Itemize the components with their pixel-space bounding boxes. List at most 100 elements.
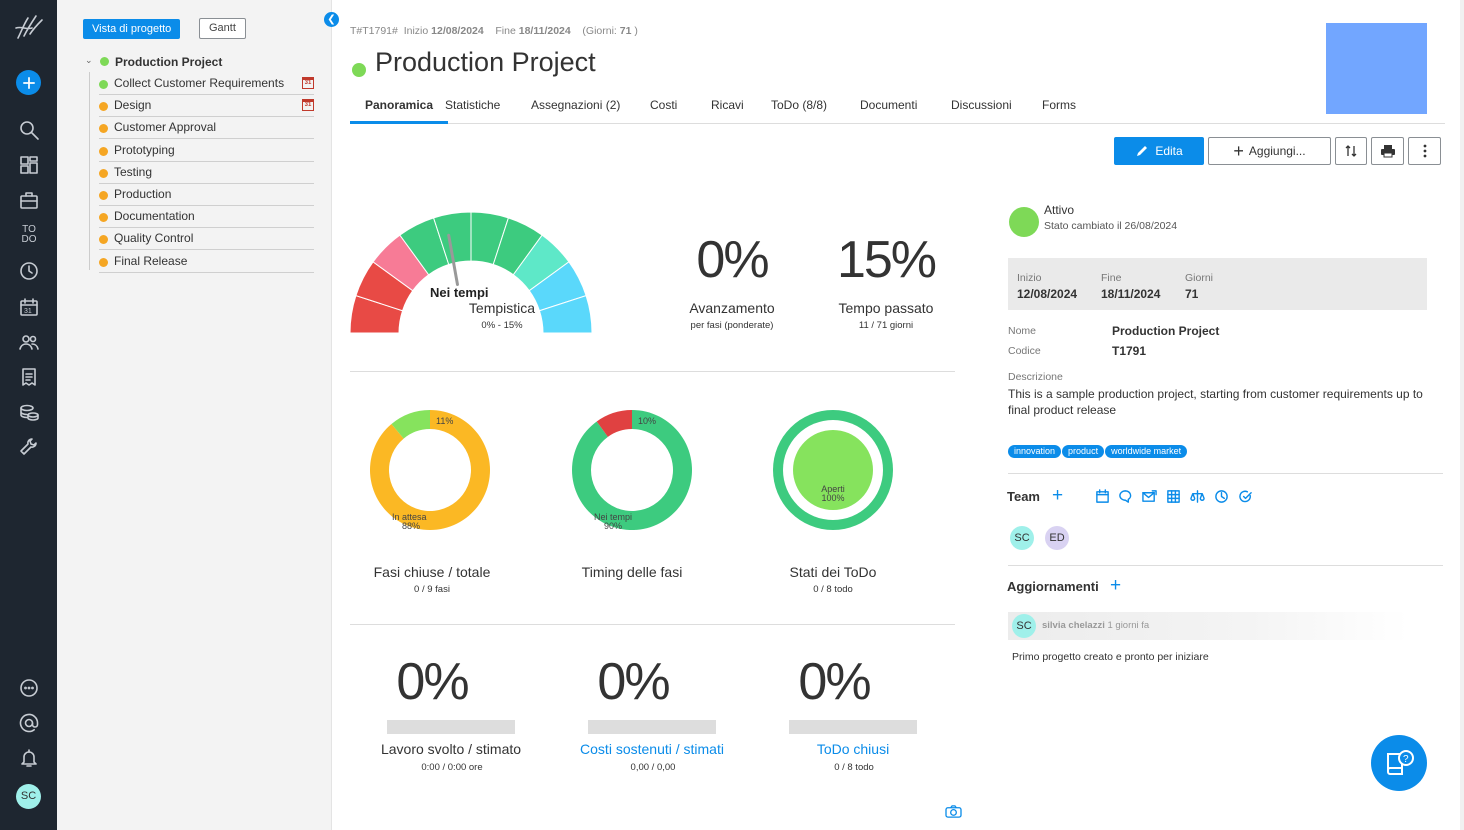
- document-icon[interactable]: [16, 364, 42, 390]
- plus-icon: +: [1233, 141, 1244, 161]
- edit-button[interactable]: Edita: [1114, 137, 1204, 165]
- svg-text:31: 31: [24, 308, 32, 315]
- tree-item[interactable]: Prototyping: [99, 140, 314, 162]
- project-tree-panel: Vista di progetto Gantt ⌄ Production Pro…: [57, 0, 332, 830]
- bell-icon[interactable]: [16, 745, 42, 771]
- team-member-avatar[interactable]: SC: [1010, 526, 1034, 550]
- gantt-button[interactable]: Gantt: [199, 18, 246, 39]
- tree-item[interactable]: Collect Customer Requirements 31: [99, 73, 314, 95]
- camera-icon[interactable]: [945, 804, 962, 824]
- tag[interactable]: worldwide market: [1105, 445, 1188, 458]
- calendar-icon[interactable]: 31: [16, 294, 42, 320]
- bottom-kpi-label[interactable]: Costi sostenuti / stimati: [580, 741, 724, 757]
- tab-costi[interactable]: Costi: [650, 98, 678, 112]
- dashboard-icon[interactable]: [16, 152, 42, 178]
- update-meta: silvia chelazzi 1 giorni fa: [1042, 620, 1149, 631]
- calendar-icon[interactable]: 31: [302, 99, 314, 112]
- tree-item[interactable]: Production: [99, 184, 314, 206]
- tab-discussioni[interactable]: Discussioni: [951, 98, 1012, 112]
- progress-label: Avanzamento: [689, 300, 775, 316]
- add-icon[interactable]: [16, 70, 41, 95]
- bottom-kpi-label: Lavoro svolto / stimato: [380, 741, 522, 757]
- add-team-icon[interactable]: +: [1052, 485, 1064, 506]
- divider: [1008, 565, 1443, 566]
- donut-slice-label: Nei tempi: [594, 512, 632, 522]
- logo-icon[interactable]: [12, 10, 46, 44]
- help-button[interactable]: ?: [1371, 735, 1427, 791]
- tree-item[interactable]: Testing: [99, 162, 314, 184]
- briefcase-icon[interactable]: [16, 187, 42, 213]
- project-image[interactable]: [1326, 23, 1427, 114]
- tab-panoramica[interactable]: Panoramica: [350, 93, 449, 124]
- tree-item-label: Quality Control: [114, 231, 194, 246]
- donut-slice-pct: 100%: [821, 493, 844, 503]
- tree-item[interactable]: Design 31: [99, 95, 314, 118]
- bottom-kpi-label[interactable]: ToDo chiusi: [816, 741, 890, 757]
- add-button[interactable]: + Aggiungi...: [1208, 137, 1331, 165]
- donut-slice: [391, 410, 430, 439]
- tree-item[interactable]: Final Release: [99, 251, 314, 273]
- chat-icon[interactable]: [16, 675, 42, 701]
- clock-icon[interactable]: [16, 258, 42, 284]
- more-button[interactable]: [1408, 137, 1441, 165]
- page-scrollbar[interactable]: [1460, 0, 1464, 830]
- donut-slice-pct: 11%: [436, 416, 453, 426]
- search-icon[interactable]: [16, 117, 42, 143]
- wrench-icon[interactable]: [16, 434, 42, 460]
- tab-todo-8-8[interactable]: ToDo (8/8): [771, 98, 828, 112]
- donut-slice: [572, 410, 692, 530]
- coins-icon[interactable]: [16, 399, 42, 425]
- todo-status-sub: 0 / 8 todo: [813, 584, 853, 595]
- donut-slice-pct: 90%: [604, 521, 622, 530]
- mail-forward-icon[interactable]: [1142, 489, 1158, 505]
- scale-icon[interactable]: [1190, 489, 1206, 505]
- tab-forms[interactable]: Forms: [1042, 98, 1076, 112]
- update-user: silvia chelazzi: [1042, 620, 1105, 631]
- pencil-icon: [1137, 146, 1148, 156]
- tree-root-label[interactable]: Production Project: [115, 55, 223, 69]
- dates-end-label: Fine: [1101, 272, 1122, 284]
- tab-documenti[interactable]: Documenti: [860, 98, 918, 112]
- user-avatar[interactable]: SC: [16, 784, 41, 809]
- sort-button[interactable]: [1335, 137, 1367, 165]
- phase-status-dot: [99, 102, 108, 112]
- tree-item[interactable]: Documentation: [99, 206, 314, 229]
- check-circle-icon[interactable]: [1238, 489, 1254, 505]
- chevron-down-icon[interactable]: ⌄: [85, 55, 93, 65]
- collapse-panel-icon[interactable]: ❮: [324, 12, 339, 27]
- todo-icon[interactable]: TO DO: [21, 224, 37, 245]
- phase-status-dot: [99, 257, 108, 267]
- description-label: Descrizione: [1008, 371, 1063, 383]
- calendar-icon[interactable]: 31: [302, 77, 314, 89]
- clock-icon[interactable]: [1214, 489, 1230, 505]
- update-text: Primo progetto creato e pronto per inizi…: [1012, 651, 1209, 663]
- tree-item[interactable]: Customer Approval: [99, 117, 314, 140]
- at-icon[interactable]: [16, 710, 42, 736]
- update-avatar[interactable]: SC: [1012, 614, 1036, 638]
- phase-status-dot: [99, 146, 108, 156]
- tag[interactable]: product: [1062, 445, 1105, 458]
- dates-end: 18/11/2024: [1101, 287, 1161, 301]
- chat-icon[interactable]: [1118, 489, 1134, 505]
- calendar-icon[interactable]: [1095, 489, 1111, 505]
- print-button[interactable]: [1371, 137, 1404, 165]
- tree-item[interactable]: Quality Control: [99, 228, 314, 251]
- tree-item-label: Production: [114, 187, 172, 201]
- tag[interactable]: innovation: [1008, 445, 1062, 458]
- tab-assegnazioni-2[interactable]: Assegnazioni (2): [531, 98, 621, 112]
- tree-item-label: Prototyping: [114, 142, 175, 157]
- donut-slice: [370, 410, 490, 530]
- add-update-icon[interactable]: +: [1110, 575, 1122, 596]
- people-icon[interactable]: [16, 329, 42, 355]
- more-vertical-icon: [1423, 144, 1426, 158]
- project-view-button[interactable]: Vista di progetto: [83, 19, 181, 39]
- tree-line: [89, 72, 90, 270]
- add-label: Aggiungi...: [1248, 144, 1306, 158]
- tab-ricavi[interactable]: Ricavi: [711, 98, 744, 112]
- tab-statistiche[interactable]: Statistiche: [445, 98, 501, 112]
- team-member-avatar[interactable]: ED: [1045, 526, 1069, 550]
- name-label: Nome: [1008, 325, 1037, 337]
- table-icon[interactable]: [1166, 489, 1182, 505]
- name-value: Production Project: [1112, 324, 1220, 338]
